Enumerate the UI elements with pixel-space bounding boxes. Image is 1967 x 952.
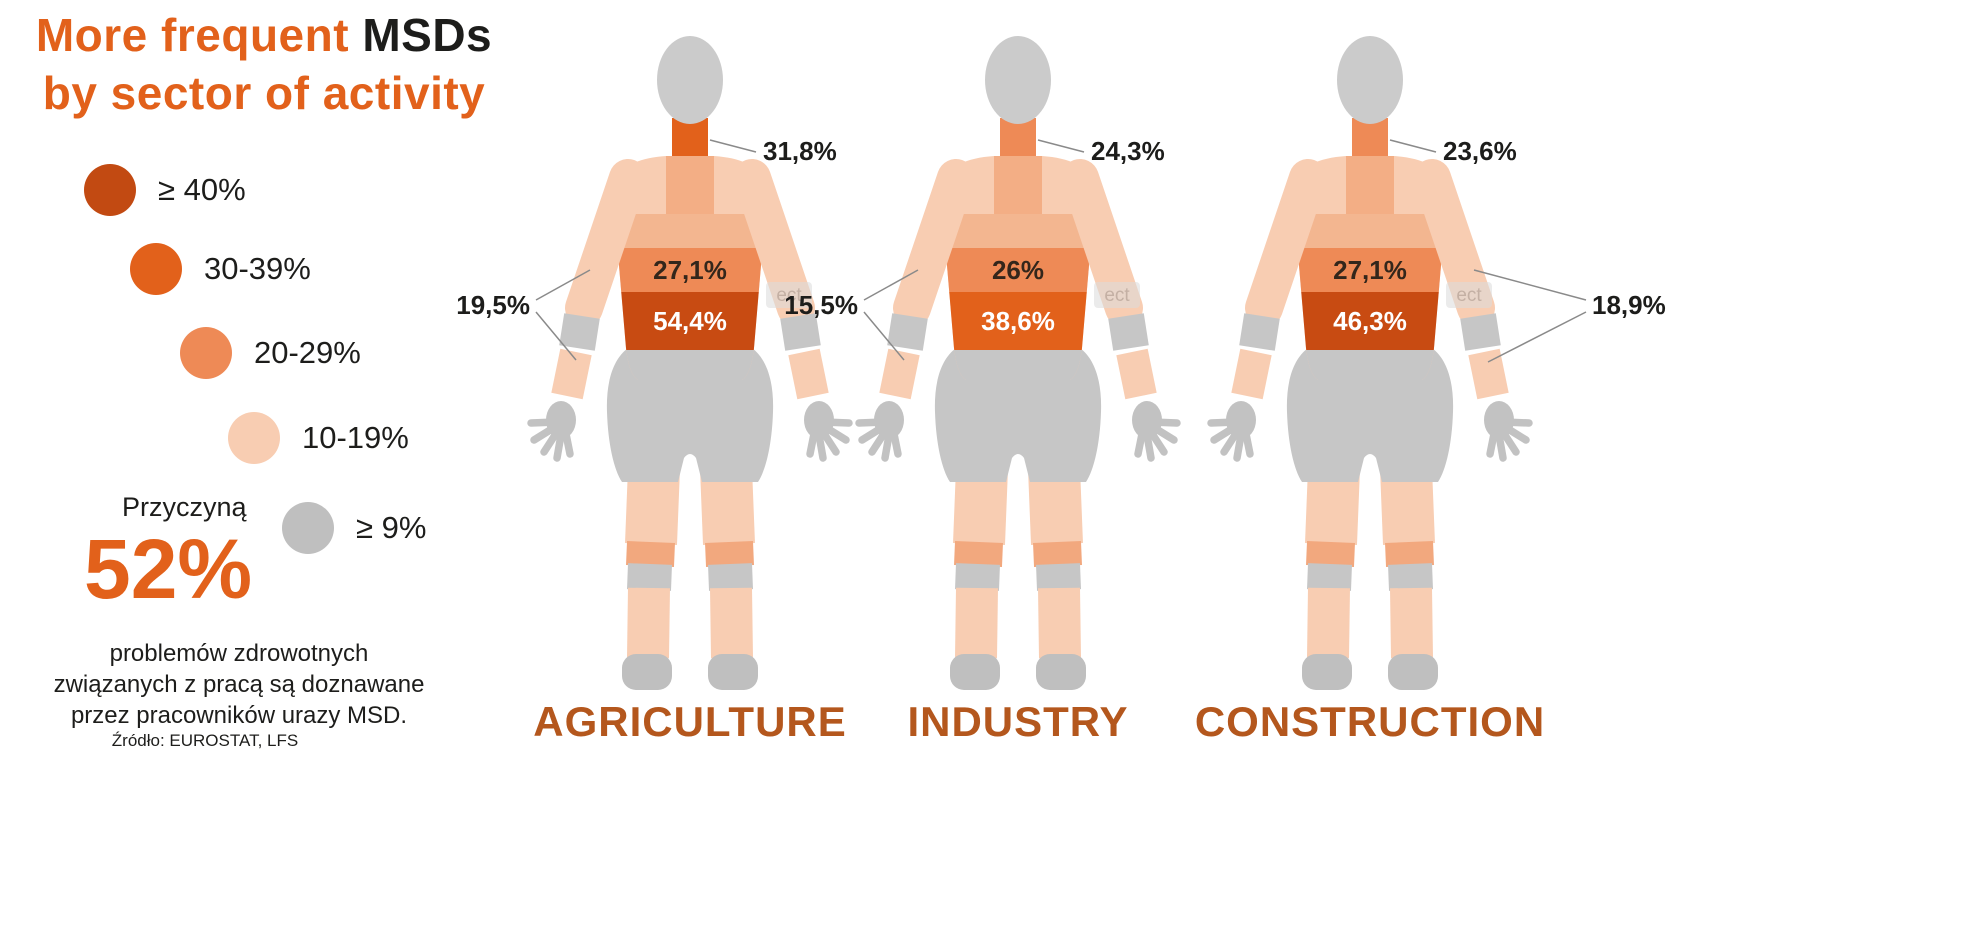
lower-back-band xyxy=(613,292,767,350)
legend-dot-10-19-icon xyxy=(228,412,280,464)
legs xyxy=(622,466,758,690)
arms-annotation: 18,9% xyxy=(1473,269,1666,363)
body-figure-industry: ect 24,3% 26% 38,6% 15,5% xyxy=(784,36,1181,690)
legend-dot-30-39-icon xyxy=(130,243,182,295)
left-foot xyxy=(1302,654,1352,690)
legs xyxy=(950,466,1086,690)
upper-back-band xyxy=(941,248,1095,292)
left-hand xyxy=(1207,401,1256,462)
page-title: More frequent MSDs by sector of activity xyxy=(8,6,520,122)
left-arm xyxy=(1207,159,1327,462)
pelvis-region xyxy=(606,348,774,482)
body-figure-agriculture: ect 31,8% 27,1% 54,4% 19,5% xyxy=(456,36,853,690)
upper-back-value: 27,1% xyxy=(1333,255,1407,285)
legend-dot-ge40-icon xyxy=(84,164,136,216)
right-foot xyxy=(1036,654,1086,690)
arms-value: 19,5% xyxy=(456,290,530,320)
pelvis-region xyxy=(934,348,1102,482)
legend-label: 10-19% xyxy=(302,420,409,455)
lower-back-value: 46,3% xyxy=(1333,306,1407,336)
sector-industry: ect 24,3% 26% 38,6% 15,5% INDUSTRY xyxy=(784,30,1248,745)
title-emphasis: MSDs xyxy=(362,9,493,61)
legend-item: ≥ 40% xyxy=(84,164,246,216)
head xyxy=(1337,36,1403,124)
stat-description-line: przez pracowników urazy MSD. xyxy=(70,702,408,729)
legend-dot-20-29-icon xyxy=(180,327,232,379)
legend-label: 20-29% xyxy=(254,335,361,370)
lower-back-band xyxy=(1293,292,1447,350)
watermark-ect: ect xyxy=(1094,282,1140,308)
upper-back-value: 27,1% xyxy=(653,255,727,285)
stat-description-line: związanych z pracą są doznawane xyxy=(53,671,425,698)
arms-annotation: 15,5% xyxy=(784,269,919,361)
legs xyxy=(1302,466,1438,690)
head xyxy=(985,36,1051,124)
annotations: 31,8% 27,1% 54,4% 19,5% xyxy=(456,136,837,361)
arms-value: 15,5% xyxy=(784,290,858,320)
legend-item: 20-29% xyxy=(180,327,361,379)
legend-label: 30-39% xyxy=(204,251,311,286)
stat-value: 52% xyxy=(84,522,253,616)
sector-label-industry: INDUSTRY xyxy=(907,698,1129,745)
arms-value: 18,9% xyxy=(1592,290,1666,320)
stat-description: problemów zdrowotnych związanych z pracą… xyxy=(0,638,478,731)
annotations: 24,3% 26% 38,6% 15,5% xyxy=(784,136,1165,361)
legend-item: 30-39% xyxy=(130,243,311,295)
watermark-ect: ect xyxy=(1446,282,1492,308)
body-figure-construction: ect 23,6% 27,1% 46,3% 18,9% xyxy=(1207,36,1666,690)
legend-dot-ge9-icon xyxy=(282,502,334,554)
title-line2: by sector of activity xyxy=(42,67,486,119)
sector-agriculture: ect 31,8% 27,1% 54,4% 19,5% AGRICULTURE xyxy=(456,30,920,745)
legend-item: 10-19% xyxy=(228,412,409,464)
right-foot xyxy=(1388,654,1438,690)
arms-annotation: 19,5% xyxy=(456,269,591,361)
upper-back-band xyxy=(1293,248,1447,292)
head xyxy=(657,36,723,124)
svg-text:ect: ect xyxy=(1104,285,1130,306)
pelvis-region xyxy=(1286,348,1454,482)
stat-description-line: problemów zdrowotnych xyxy=(109,640,369,667)
source-note: Źródło: EUROSTAT, LFS xyxy=(111,731,299,750)
svg-text:ect: ect xyxy=(1456,285,1482,306)
sector-label-construction: CONSTRUCTION xyxy=(1194,698,1546,745)
right-hand xyxy=(1132,401,1181,462)
left-hand xyxy=(855,401,904,462)
neck-value: 24,3% xyxy=(1091,136,1165,166)
neck-value: 23,6% xyxy=(1443,136,1517,166)
title-highlight: More frequent xyxy=(35,9,363,61)
right-hand xyxy=(804,401,853,462)
lower-back-value: 38,6% xyxy=(981,306,1055,336)
annotations: 23,6% 27,1% 46,3% 18,9% xyxy=(1333,136,1666,363)
upper-back-band xyxy=(613,248,767,292)
sector-construction: ect 23,6% 27,1% 46,3% 18,9% CONSTRUCTION xyxy=(1140,30,1666,745)
stat-intro: Przyczyną xyxy=(122,492,247,522)
legend-label: ≥ 9% xyxy=(356,510,427,545)
lower-back-band xyxy=(941,292,1095,350)
legend-label: ≥ 40% xyxy=(158,172,246,207)
watermark-ect: ect xyxy=(766,282,812,308)
upper-back-value: 26% xyxy=(992,255,1044,285)
right-hand xyxy=(1484,401,1533,462)
right-foot xyxy=(708,654,758,690)
sector-label-agriculture: AGRICULTURE xyxy=(533,698,847,745)
left-hand xyxy=(527,401,576,462)
legend-item: ≥ 9% xyxy=(282,502,426,554)
lower-back-value: 54,4% xyxy=(653,306,727,336)
left-foot xyxy=(950,654,1000,690)
svg-text:ect: ect xyxy=(776,285,802,306)
torso-region xyxy=(941,156,1095,380)
left-foot xyxy=(622,654,672,690)
neck-value: 31,8% xyxy=(763,136,837,166)
